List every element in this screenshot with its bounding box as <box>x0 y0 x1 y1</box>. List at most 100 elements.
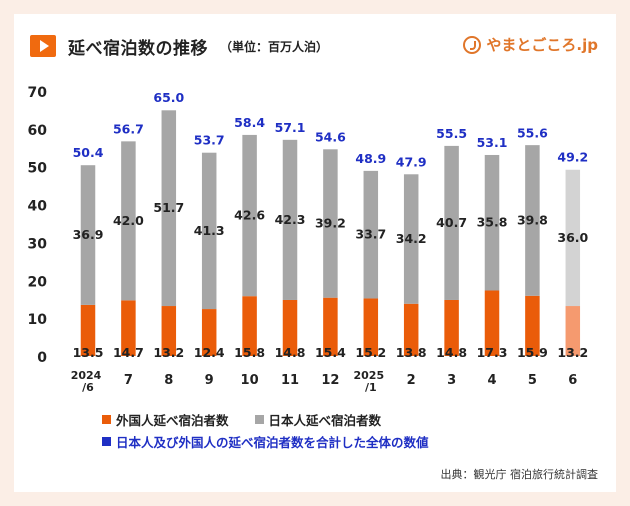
bar-foreign <box>444 299 459 356</box>
bar-foreign <box>403 303 419 356</box>
y-tick-label: 40 <box>28 199 48 215</box>
label-foreign-value: 13.8 <box>396 345 427 360</box>
bar-foreign <box>80 304 96 356</box>
label-japanese-value: 34.2 <box>396 231 427 246</box>
bar-foreign <box>525 295 540 356</box>
label-japanese-value: 36.0 <box>557 230 588 245</box>
label-foreign-value: 14.8 <box>436 345 467 360</box>
bar-foreign <box>201 309 217 356</box>
bar-japanese <box>121 141 136 301</box>
legend-label-japanese: 日本人延べ宿泊者数 <box>268 412 382 428</box>
legend: 外国人延べ宿泊者数 日本人延べ宿泊者数 日本人及び外国人の延べ宿泊者数を合計した… <box>102 408 455 452</box>
brand-icon <box>463 35 482 54</box>
label-total-value: 58.4 <box>234 115 265 130</box>
brand-name: やまとごころ.jp <box>486 36 598 54</box>
label-total-value: 56.7 <box>113 121 144 136</box>
play-icon <box>30 35 56 57</box>
bar-foreign <box>565 306 581 356</box>
y-tick-label: 0 <box>37 350 47 366</box>
chart-card: 延べ宿泊数の推移 （単位：百万人泊） やまとごころ.jp 0 10 20 30 40 50… <box>14 14 616 492</box>
bar-japanese <box>161 110 177 307</box>
x-tick-label: 2024 <box>71 369 102 382</box>
x-tick-label: 3 <box>447 373 456 388</box>
x-tick-label: 8 <box>164 373 173 388</box>
label-total-value: 47.9 <box>396 155 427 170</box>
legend-item-japanese: 日本人延べ宿泊者数 <box>254 410 382 429</box>
stacked-bar-chart: 0 10 20 30 40 50 60 70 13.5 36.9 50.4 2024/6 14.7 42.… <box>28 85 589 394</box>
chart-title: 延べ宿泊数の推移 <box>68 38 208 59</box>
label-japanese-value: 39.2 <box>315 216 346 231</box>
label-foreign-value: 15.9 <box>517 345 548 360</box>
label-japanese-value: 36.9 <box>73 227 104 242</box>
bar-japanese <box>525 145 540 296</box>
x-tick-label: 9 <box>205 373 214 388</box>
label-japanese-value: 51.7 <box>153 200 184 215</box>
label-total-value: 55.5 <box>436 126 467 141</box>
legend-item-total: 日本人及び外国人の延べ宿泊者数を合計した全体の数値 <box>102 432 429 451</box>
y-tick-label: 30 <box>28 236 48 252</box>
label-total-value: 49.2 <box>557 150 588 165</box>
label-foreign-value: 15.4 <box>315 345 346 360</box>
x-tick-label: 2025 <box>353 369 384 382</box>
label-japanese-value: 40.7 <box>436 215 467 230</box>
bar-foreign <box>323 297 338 356</box>
bar-foreign <box>121 300 136 356</box>
bar-japanese <box>403 174 419 304</box>
label-japanese-value: 33.7 <box>355 227 386 242</box>
bar-foreign <box>242 296 257 356</box>
brand-logo-group[interactable]: やまとごころ.jp <box>463 34 598 55</box>
label-japanese-value: 39.8 <box>517 212 548 227</box>
bar-japanese <box>242 134 257 297</box>
y-tick-label: 50 <box>28 161 48 177</box>
bar-japanese <box>565 169 581 307</box>
bar-foreign <box>161 306 177 356</box>
bar-japanese <box>363 170 379 299</box>
x-tick-label: 6 <box>568 373 577 388</box>
x-tick-label: /1 <box>365 381 377 394</box>
label-japanese-value: 42.0 <box>113 213 144 228</box>
x-tick-label: 12 <box>321 373 339 388</box>
label-foreign-value: 13.5 <box>73 345 104 360</box>
x-tick-label: 10 <box>241 373 259 388</box>
legend-swatch-japanese <box>254 414 264 424</box>
label-foreign-value: 12.4 <box>194 345 225 360</box>
x-tick-label: 2 <box>407 373 416 388</box>
label-total-value: 57.1 <box>275 120 306 135</box>
legend-item-foreign: 外国人延べ宿泊者数 <box>102 410 229 429</box>
label-total-value: 55.6 <box>517 126 548 141</box>
bar-foreign <box>363 298 379 356</box>
label-foreign-value: 17.3 <box>477 345 508 360</box>
label-total-value: 65.0 <box>153 90 184 105</box>
label-foreign-value: 14.8 <box>275 345 306 360</box>
y-tick-label: 70 <box>28 85 48 101</box>
bar-japanese <box>444 145 459 300</box>
bar-foreign <box>484 290 500 356</box>
label-japanese-value: 35.8 <box>477 215 508 230</box>
bar-japanese <box>323 149 338 298</box>
x-tick-label: 11 <box>281 373 299 388</box>
title-row: 延べ宿泊数の推移 （単位：百万人泊） <box>30 34 329 59</box>
label-foreign-value: 15.8 <box>234 345 265 360</box>
label-total-value: 48.9 <box>355 151 386 166</box>
source-note: 出典：観光庁 宿泊旅行統計調査 <box>440 468 599 481</box>
legend-swatch-foreign <box>102 414 111 424</box>
label-foreign-value: 15.2 <box>355 345 386 360</box>
unit-label: （単位：百万人泊） <box>220 39 329 54</box>
legend-label-total: 日本人及び外国人の延べ宿泊者数を合計した全体の数値 <box>116 434 429 450</box>
label-foreign-value: 14.7 <box>113 345 144 360</box>
bar-japanese <box>484 154 500 291</box>
label-japanese-value: 42.6 <box>234 208 265 223</box>
bar-japanese <box>282 139 298 300</box>
label-japanese-value: 42.3 <box>275 212 306 227</box>
label-total-value: 53.7 <box>194 133 225 148</box>
y-tick-label: 60 <box>28 123 48 139</box>
x-tick-label: 7 <box>124 373 133 388</box>
x-tick-label: 5 <box>528 373 537 388</box>
x-tick-label: 4 <box>487 373 496 388</box>
x-tick-label: /6 <box>82 381 94 394</box>
legend-swatch-total <box>102 436 111 446</box>
bar-japanese <box>80 165 96 305</box>
legend-label-foreign: 外国人延べ宿泊者数 <box>116 412 229 428</box>
bar-foreign <box>282 299 298 356</box>
label-foreign-value: 13.2 <box>153 345 184 360</box>
